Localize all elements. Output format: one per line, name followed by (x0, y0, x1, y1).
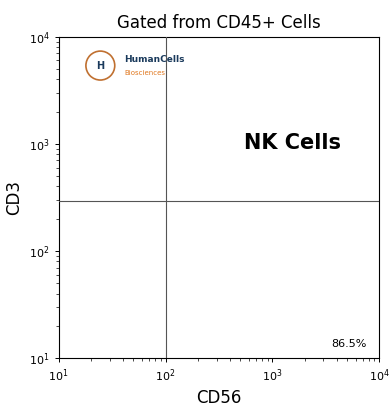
Point (4, 405, 10, 407)
Point (0, 405, 5, 407)
Point (7, 405, 13, 407)
Point (4, 402, 10, 407)
Point (8, 401, 14, 407)
Title: Gated from CD45+ Cells: Gated from CD45+ Cells (117, 14, 321, 32)
Point (9, 398, 16, 405)
Point (0, 400, 4, 407)
Point (11, 402, 17, 407)
Point (2, 399, 8, 405)
Point (2, 398, 8, 404)
Point (3, 405, 9, 407)
Point (10, 401, 16, 407)
Point (2, 404, 8, 407)
Point (5, 400, 12, 406)
Point (11, 399, 17, 405)
Point (4, 402, 10, 407)
Point (10, 398, 16, 405)
Text: NK Cells: NK Cells (244, 133, 341, 153)
Point (0, 406, 1, 407)
Point (0, 404, 2, 407)
Point (2, 406, 9, 407)
Point (2, 400, 8, 407)
Y-axis label: CD3: CD3 (5, 180, 23, 215)
Point (1, 405, 7, 407)
Point (8, 399, 14, 406)
Point (5, 403, 12, 407)
Point (5, 399, 12, 405)
Point (3, 398, 9, 404)
Point (5, 399, 12, 406)
Point (10, 398, 16, 405)
Point (5, 403, 11, 407)
Point (9, 404, 15, 407)
Point (4, 402, 11, 407)
Text: H: H (96, 61, 104, 70)
Point (0, 400, 4, 406)
Text: Biosciences: Biosciences (124, 70, 165, 76)
Point (11, 402, 17, 407)
Text: HumanCells: HumanCells (124, 55, 185, 64)
Point (0, 398, 4, 405)
Point (5, 404, 12, 407)
Point (10, 402, 16, 407)
Point (7, 400, 13, 407)
Point (9, 401, 16, 407)
Point (0, 400, 2, 407)
Point (0, 406, 6, 407)
Point (0, 401, 5, 407)
X-axis label: CD56: CD56 (196, 389, 242, 407)
Point (0, 398, 4, 405)
Point (11, 405, 18, 407)
Point (6, 403, 13, 407)
Point (10, 399, 16, 406)
Point (5, 404, 12, 407)
Point (0, 402, 5, 407)
Point (0, 398, 5, 404)
Point (4, 404, 10, 407)
Point (5, 398, 12, 405)
Point (3, 401, 9, 407)
Point (5, 398, 11, 405)
Point (13, 401, 19, 407)
Point (4, 405, 10, 407)
Point (9, 406, 16, 407)
Point (11, 402, 18, 407)
Point (0, 403, 4, 407)
Text: 86.5%: 86.5% (331, 339, 366, 348)
Point (3, 398, 9, 405)
Point (0, 405, 2, 407)
Point (0, 402, 5, 407)
Point (0, 400, 1, 407)
Point (11, 403, 17, 407)
Point (0, 406, 2, 407)
Point (9, 398, 15, 405)
Point (0, 402, 2, 407)
Point (10, 406, 16, 407)
Point (1, 400, 7, 407)
